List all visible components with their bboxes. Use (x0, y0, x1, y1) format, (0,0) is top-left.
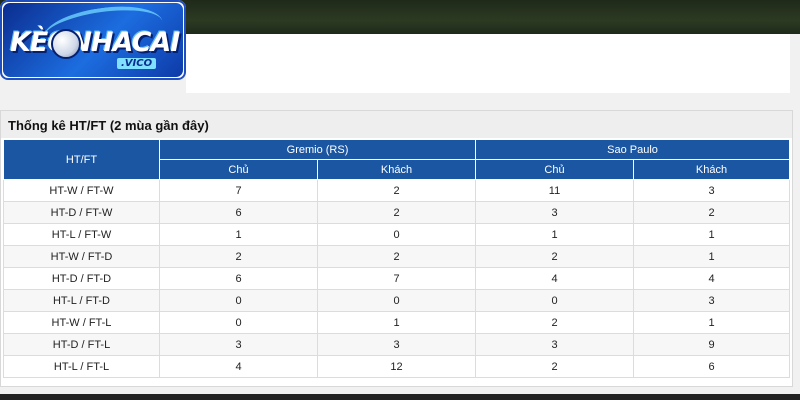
table-cell: 2 (316, 179, 477, 202)
table-cell: 3 (475, 333, 635, 356)
table-cell: 1 (633, 223, 791, 246)
sub-header-home: Chủ (475, 159, 635, 180)
table-cell: 4 (633, 267, 791, 290)
htft-table: HT/FT Gremio (RS) Sao Paulo Chủ Khách Ch… (3, 139, 791, 378)
table-row: HT-L / FT-D 0 0 0 3 (3, 289, 791, 312)
table-cell: 2 (633, 201, 791, 224)
table-row: HT-L / FT-L 4 12 2 6 (3, 355, 791, 378)
table-cell: 0 (159, 289, 318, 312)
row-label: HT-W / FT-D (3, 245, 160, 268)
soccer-ball-icon (51, 29, 81, 59)
table-cell: 0 (316, 289, 477, 312)
sub-header-away: Khách (316, 159, 477, 180)
htft-stats-panel: Thống kê HT/FT (2 mùa gần đây) HT/FT Gre… (0, 110, 793, 387)
table-cell: 1 (159, 223, 318, 246)
site-logo[interactable]: KÈONHACAI .VICO (0, 0, 186, 80)
table-cell: 12 (316, 355, 477, 378)
table-row: HT-D / FT-W 6 2 3 2 (3, 201, 791, 224)
team-header-gremio: Gremio (RS) (158, 139, 477, 160)
row-label: HT-W / FT-W (3, 179, 160, 202)
logo-main-text: KÈONHACAI (10, 27, 180, 58)
team-header-sao-paulo: Sao Paulo (475, 139, 791, 160)
row-label: HT-L / FT-L (3, 355, 160, 378)
table-cell: 2 (316, 201, 477, 224)
table-cell: 3 (316, 333, 477, 356)
sub-header-home: Chủ (159, 159, 318, 180)
table-cell: 2 (475, 355, 635, 378)
sub-header-away: Khách (633, 159, 791, 180)
table-cell: 3 (633, 289, 791, 312)
table-cell: 0 (316, 223, 477, 246)
table-cell: 7 (316, 267, 477, 290)
table-row: HT-D / FT-L 3 3 3 9 (3, 333, 791, 356)
table-cell: 7 (159, 179, 318, 202)
bottom-bar (0, 394, 800, 400)
table-cell: 2 (475, 245, 635, 268)
table-cell: 9 (633, 333, 791, 356)
table-cell: 2 (316, 245, 477, 268)
htft-column-header: HT/FT (3, 139, 160, 180)
table-cell: 6 (633, 355, 791, 378)
table-cell: 11 (475, 179, 635, 202)
table-row: HT-W / FT-W 7 2 11 3 (3, 179, 791, 202)
header-whitespace (186, 34, 790, 93)
row-label: HT-L / FT-W (3, 223, 160, 246)
logo-sub-text: .VICO (117, 58, 157, 69)
table-cell: 3 (633, 179, 791, 202)
row-label: HT-D / FT-L (3, 333, 160, 356)
row-label: HT-D / FT-D (3, 267, 160, 290)
logo-background: KÈONHACAI .VICO (3, 0, 183, 77)
panel-title: Thống kê HT/FT (2 mùa gần đây) (8, 118, 209, 133)
table-cell: 3 (159, 333, 318, 356)
table-row: HT-W / FT-D 2 2 2 1 (3, 245, 791, 268)
table-row: HT-W / FT-L 0 1 2 1 (3, 311, 791, 334)
table-cell: 1 (316, 311, 477, 334)
table-cell: 2 (475, 311, 635, 334)
table-cell: 0 (475, 289, 635, 312)
table-cell: 2 (159, 245, 318, 268)
table-cell: 4 (475, 267, 635, 290)
row-label: HT-W / FT-L (3, 311, 160, 334)
table-cell: 1 (633, 245, 791, 268)
table-cell: 4 (159, 355, 318, 378)
row-label: HT-D / FT-W (3, 201, 160, 224)
panel-title-bar: Thống kê HT/FT (2 mùa gần đây) (1, 111, 792, 138)
table-row: HT-L / FT-W 1 0 1 1 (3, 223, 791, 246)
table-cell: 1 (475, 223, 635, 246)
row-label: HT-L / FT-D (3, 289, 160, 312)
table-cell: 3 (475, 201, 635, 224)
table-cell: 6 (159, 201, 318, 224)
table-cell: 6 (159, 267, 318, 290)
table-cell: 0 (159, 311, 318, 334)
table-cell: 1 (633, 311, 791, 334)
table-row: HT-D / FT-D 6 7 4 4 (3, 267, 791, 290)
